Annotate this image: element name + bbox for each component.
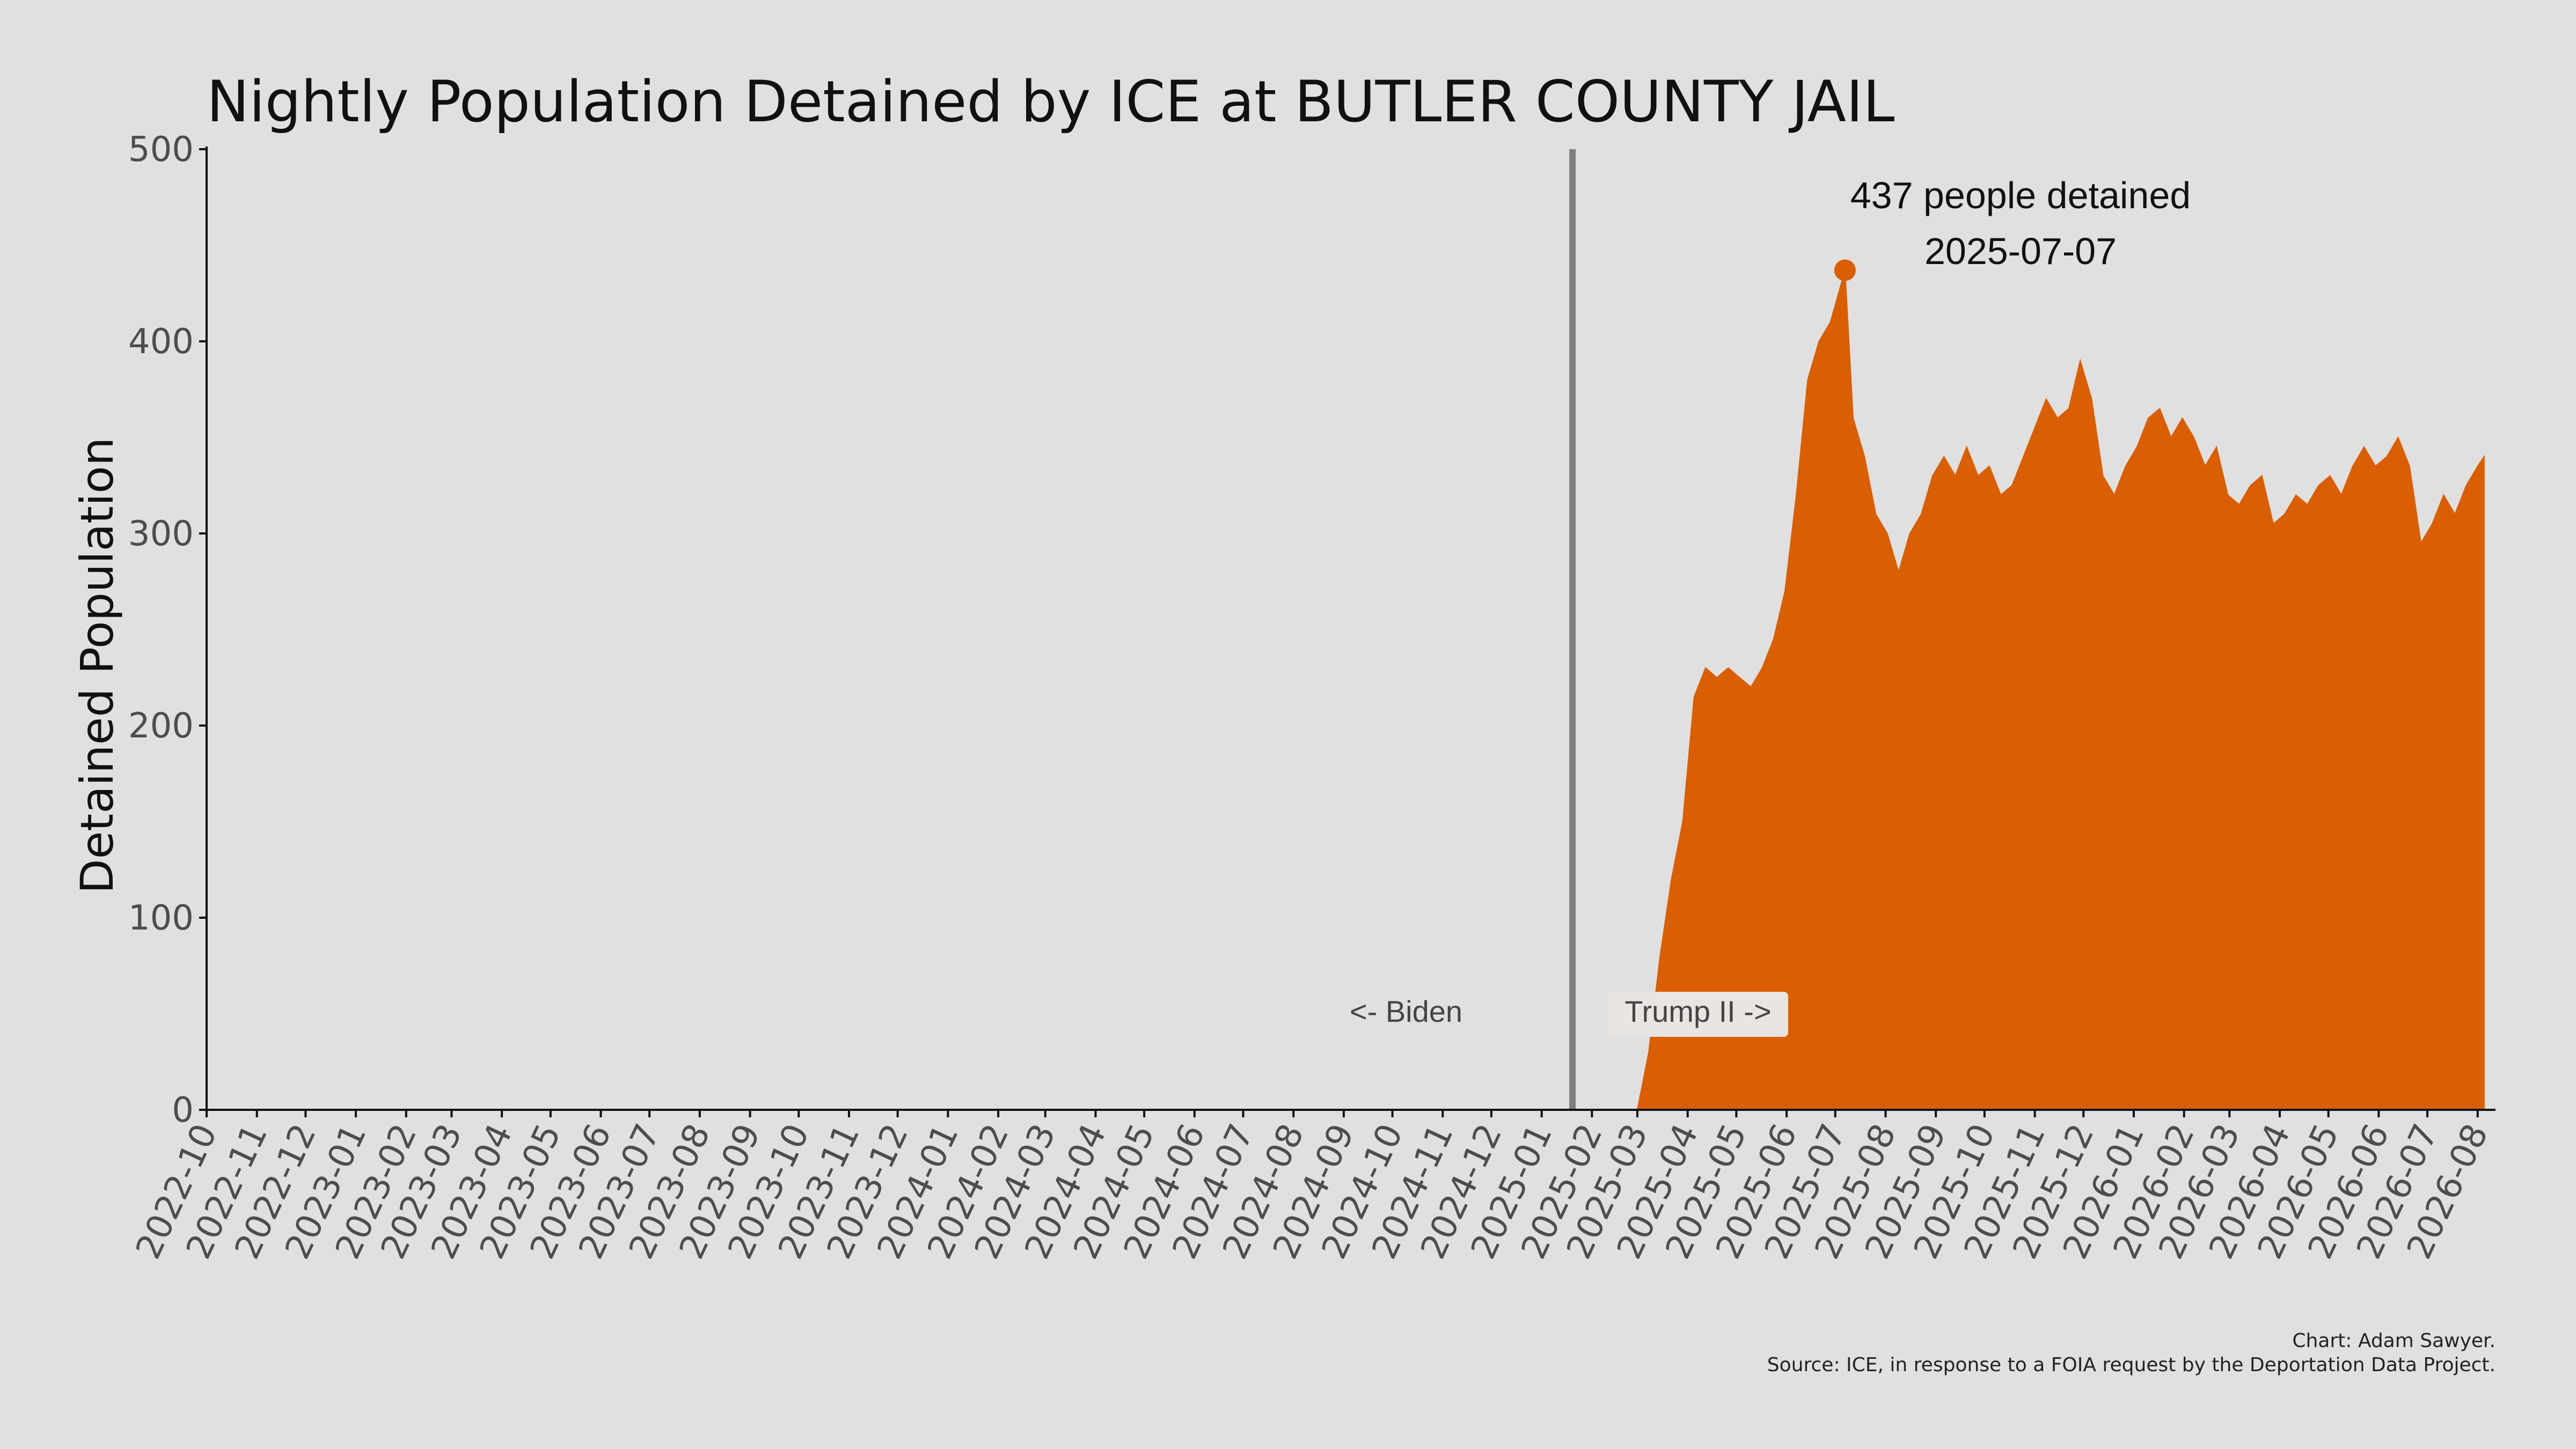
y-axis-label: Detained Population (71, 437, 123, 894)
y-tick-label: 200 (128, 706, 194, 746)
era-label-trump: Trump II -> (1624, 994, 1771, 1028)
plot-area: 01002003004005002022-102022-112022-12202… (128, 130, 2496, 1265)
caption-source: Source: ICE, in response to a FOIA reque… (1767, 1354, 2496, 1376)
peak-annotation-date: 2025-07-07 (1924, 230, 2117, 272)
y-tick-label: 300 (128, 514, 194, 554)
era-label-background (1608, 992, 1788, 1037)
series-area-0 (1636, 270, 2485, 1110)
y-tick-label: 400 (128, 322, 194, 362)
caption-credit: Chart: Adam Sawyer. (2292, 1330, 2496, 1352)
chart-title: Nightly Population Detained by ICE at BU… (207, 69, 1894, 135)
y-tick-label: 100 (128, 898, 194, 938)
y-tick-label: 500 (128, 130, 194, 170)
era-label-biden: <- Biden (1350, 994, 1462, 1028)
peak-annotation-count: 437 people detained (1850, 174, 2191, 216)
y-tick-label: 0 (172, 1091, 194, 1130)
peak-marker (1834, 259, 1856, 281)
